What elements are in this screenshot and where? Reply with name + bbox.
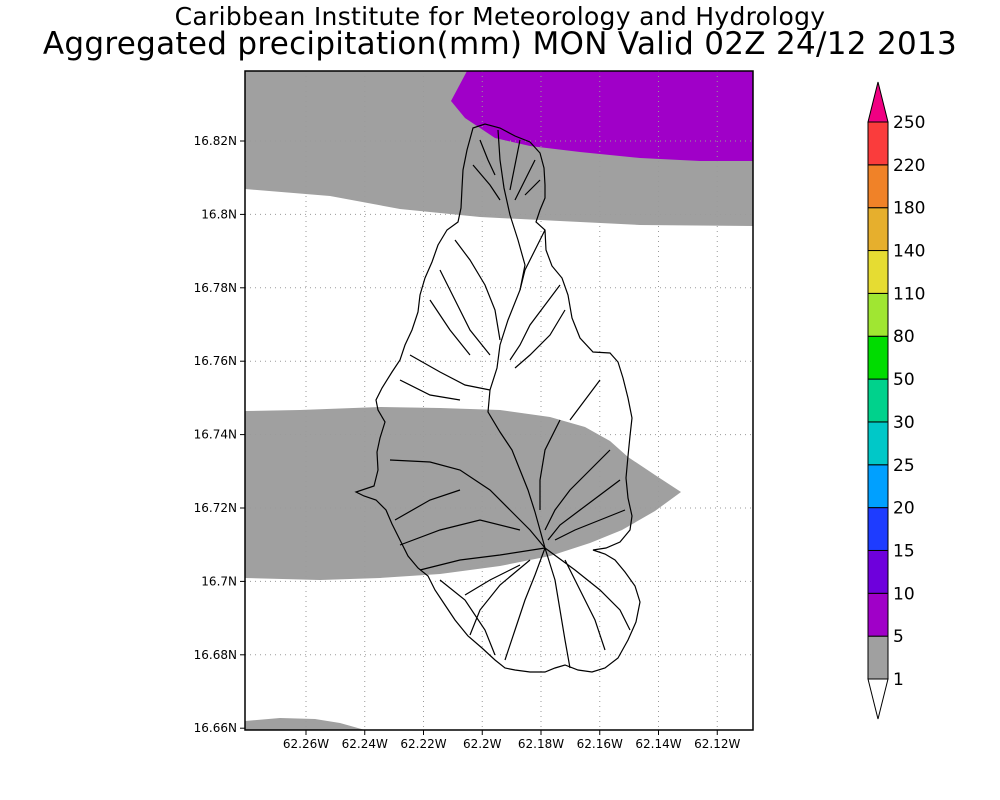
colorbar-segment (867, 635, 889, 680)
precip-band-south-1-5mm (245, 718, 365, 730)
colorbar-label: 15 (893, 541, 915, 561)
colorbar-label: 1 (893, 670, 904, 690)
colorbar-label: 110 (893, 284, 925, 304)
lon-tick-label: 62.24W (342, 737, 388, 751)
lon-tick-label: 62.22W (400, 737, 446, 751)
lon-tick-label: 62.2W (463, 737, 502, 751)
colorbar-label: 20 (893, 499, 915, 519)
island-outline (354, 123, 641, 673)
precip-area-5-10mm (451, 71, 753, 161)
lat-tick-label: 16.76N (194, 354, 237, 368)
colorbar-segment (867, 164, 889, 209)
lon-tick-label: 62.16W (577, 737, 623, 751)
colorbar-label: 5 (893, 627, 904, 647)
lon-tick-label: 62.26W (283, 737, 329, 751)
map-frame (244, 70, 754, 731)
colorbar-segment (867, 250, 889, 294)
chart-title: Caribbean Institute for Meteorology and … (174, 2, 826, 31)
colorbar-segment (867, 464, 889, 509)
colorbar-segment (867, 507, 889, 551)
chart-subtitle: Aggregated precipitation(mm) MON Valid 0… (42, 26, 958, 62)
colorbar-lower-arrow (867, 678, 889, 720)
watershed-streams-north (399, 139, 566, 401)
colorbar-segment (867, 421, 889, 466)
latitude-tick-labels: 16.82N 16.8N 16.78N 16.76N 16.74N 16.72N 16.7N… (194, 134, 245, 735)
colorbar-label: 250 (893, 113, 925, 133)
colorbar-label: 30 (893, 413, 915, 433)
colorbar-label: 220 (893, 156, 925, 176)
lon-tick-label: 62.18W (518, 737, 564, 751)
colorbar-segment (867, 121, 889, 166)
lat-tick-label: 16.8N (201, 207, 237, 221)
lat-tick-label: 16.74N (194, 428, 237, 442)
lat-tick-label: 16.82N (194, 134, 237, 148)
colorbar-segment (867, 207, 889, 252)
colorbar-segment (867, 292, 889, 337)
colorbar-label: 80 (893, 327, 915, 347)
colorbar-label: 50 (893, 370, 915, 390)
colorbar-label: 10 (893, 584, 915, 604)
longitude-tick-labels: 62.26W 62.24W 62.22W 62.2W 62.18W 62.16W 62.14… (283, 730, 740, 751)
colorbar-label: 140 (893, 242, 925, 262)
lat-tick-label: 16.68N (194, 648, 237, 662)
watershed-streams-central (389, 379, 626, 571)
colorbar-segment (867, 378, 889, 423)
colorbar-label: 180 (893, 199, 925, 219)
lat-tick-label: 16.66N (194, 721, 237, 735)
lat-tick-label: 16.7N (201, 574, 237, 588)
lon-tick-label: 62.14W (635, 737, 681, 751)
watershed-streams-south (439, 547, 631, 669)
lat-tick-label: 16.78N (194, 281, 237, 295)
colorbar-upper-arrow (867, 81, 889, 123)
precip-fields (245, 71, 753, 730)
lon-tick-label: 62.12W (694, 737, 740, 751)
colorbar-segment (867, 592, 889, 637)
island-coastline (354, 123, 641, 673)
precip-band-center-1-5mm (245, 407, 681, 580)
watershed-main-ridge (487, 129, 546, 549)
colorbar-segment (867, 335, 889, 380)
colorbar-segment (867, 549, 889, 594)
colorbar-label: 25 (893, 456, 915, 476)
lat-tick-label: 16.72N (194, 501, 237, 515)
